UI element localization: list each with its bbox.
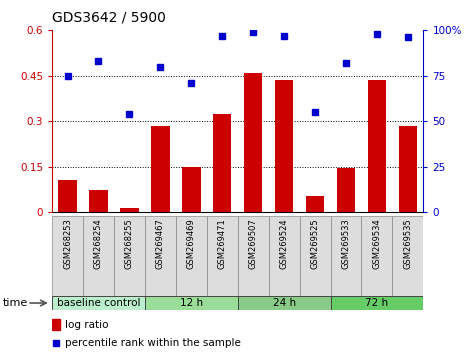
Text: GSM268253: GSM268253 bbox=[63, 218, 72, 269]
Text: GSM269469: GSM269469 bbox=[187, 218, 196, 269]
Text: GSM269467: GSM269467 bbox=[156, 218, 165, 269]
Bar bbox=[306, 196, 324, 212]
Bar bbox=[299, 216, 331, 296]
Bar bbox=[213, 114, 231, 212]
Text: GSM269524: GSM269524 bbox=[280, 218, 289, 269]
Bar bbox=[237, 216, 269, 296]
Text: GSM269507: GSM269507 bbox=[249, 218, 258, 269]
Bar bbox=[331, 216, 361, 296]
Text: log ratio: log ratio bbox=[65, 320, 108, 330]
Bar bbox=[145, 216, 176, 296]
Bar bbox=[275, 80, 293, 212]
Bar bbox=[52, 216, 83, 296]
Text: baseline control: baseline control bbox=[57, 298, 140, 308]
Bar bbox=[176, 216, 207, 296]
Text: GSM269535: GSM269535 bbox=[403, 218, 412, 269]
Text: GSM268255: GSM268255 bbox=[125, 218, 134, 269]
Text: GSM268254: GSM268254 bbox=[94, 218, 103, 269]
Bar bbox=[151, 126, 170, 212]
Bar bbox=[207, 216, 237, 296]
Bar bbox=[182, 167, 201, 212]
Text: 24 h: 24 h bbox=[272, 298, 296, 308]
Bar bbox=[337, 169, 355, 212]
Text: GSM269533: GSM269533 bbox=[342, 218, 350, 269]
Bar bbox=[52, 319, 60, 330]
Bar bbox=[368, 80, 386, 212]
Text: 12 h: 12 h bbox=[180, 298, 203, 308]
Bar bbox=[145, 296, 237, 310]
Bar bbox=[269, 216, 299, 296]
Text: GDS3642 / 5900: GDS3642 / 5900 bbox=[52, 11, 166, 25]
Text: GSM269534: GSM269534 bbox=[372, 218, 381, 269]
Bar bbox=[399, 126, 417, 212]
Bar bbox=[120, 208, 139, 212]
Bar bbox=[52, 296, 145, 310]
Bar bbox=[83, 216, 114, 296]
Text: percentile rank within the sample: percentile rank within the sample bbox=[65, 338, 241, 348]
Bar bbox=[89, 190, 108, 212]
Text: GSM269471: GSM269471 bbox=[218, 218, 227, 269]
Bar bbox=[244, 73, 263, 212]
Bar bbox=[114, 216, 145, 296]
Bar bbox=[393, 216, 423, 296]
Bar bbox=[58, 181, 77, 212]
Text: GSM269525: GSM269525 bbox=[311, 218, 320, 269]
Text: 72 h: 72 h bbox=[365, 298, 388, 308]
Bar bbox=[237, 296, 331, 310]
Text: time: time bbox=[2, 298, 27, 308]
Bar bbox=[361, 216, 393, 296]
Bar bbox=[331, 296, 423, 310]
